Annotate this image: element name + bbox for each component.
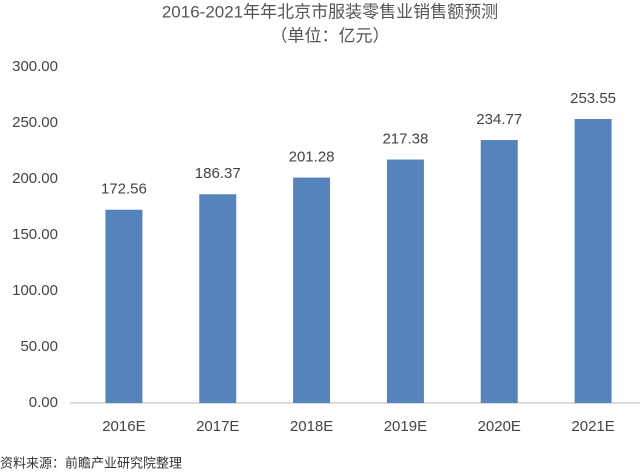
bar xyxy=(480,140,518,403)
y-tick-label: 100.00 xyxy=(12,282,58,299)
bar xyxy=(574,119,612,404)
x-tick-label: 2016E xyxy=(102,418,145,435)
y-tick-label: 0.00 xyxy=(29,394,58,411)
x-tick-label: 2018E xyxy=(290,418,333,435)
bar xyxy=(293,177,331,403)
chart-title: 2016-2021年年北京市服装零售业销售额预测 xyxy=(162,2,498,21)
y-tick-label: 150.00 xyxy=(12,226,58,243)
bar xyxy=(105,209,143,403)
bar xyxy=(386,159,424,403)
value-label: 234.77 xyxy=(476,111,522,128)
value-label: 217.38 xyxy=(382,131,428,148)
value-label: 201.28 xyxy=(289,149,335,166)
x-tick-label: 2021E xyxy=(571,418,614,435)
value-label: 253.55 xyxy=(570,90,616,107)
y-tick-label: 250.00 xyxy=(12,114,58,131)
y-tick-label: 200.00 xyxy=(12,170,58,187)
value-label: 186.37 xyxy=(195,165,241,182)
x-tick-label: 2019E xyxy=(384,418,427,435)
bar xyxy=(199,194,237,403)
x-tick-label: 2020E xyxy=(478,418,521,435)
y-tick-label: 50.00 xyxy=(20,338,58,355)
y-tick-label: 300.00 xyxy=(12,58,58,75)
x-tick-label: 2017E xyxy=(196,418,239,435)
value-label: 172.56 xyxy=(101,181,147,198)
chart-subtitle: （单位：亿元） xyxy=(271,26,390,45)
source-note: 资料来源：前瞻产业研究院整理 xyxy=(0,455,182,470)
